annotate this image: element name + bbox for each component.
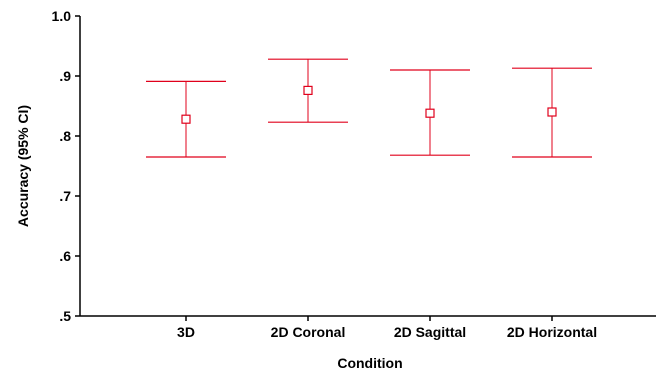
mean-marker — [425, 108, 435, 118]
y-tick-label: .7 — [59, 188, 71, 204]
y-ticks: .5 .6 .7 .8 .9 1.0 — [52, 8, 80, 324]
error-bar — [512, 67, 592, 158]
mean-marker — [181, 114, 191, 124]
y-tick-label: .6 — [59, 248, 71, 264]
mean-marker — [303, 85, 313, 96]
y-tick-label: .8 — [59, 128, 71, 144]
error-bar — [390, 69, 470, 156]
y-axis-title: Accuracy (95% CI) — [15, 105, 31, 227]
x-axis-title: Condition — [337, 355, 402, 371]
error-bars — [146, 58, 592, 158]
x-tick-label: 2D Horizontal — [507, 324, 597, 340]
x-tick-label: 2D Sagittal — [394, 324, 466, 340]
y-tick-label: .9 — [59, 68, 71, 84]
axes — [79, 16, 656, 317]
x-tick-label: 2D Coronal — [271, 324, 346, 340]
error-bar — [268, 58, 348, 123]
y-tick-label: .5 — [59, 308, 71, 324]
error-bar — [146, 80, 226, 158]
mean-marker — [547, 107, 557, 117]
y-tick-label: 1.0 — [52, 8, 72, 24]
x-tick-label: 3D — [177, 324, 195, 340]
x-ticks: 3D 2D Coronal 2D Sagittal 2D Horizontal — [177, 316, 597, 340]
